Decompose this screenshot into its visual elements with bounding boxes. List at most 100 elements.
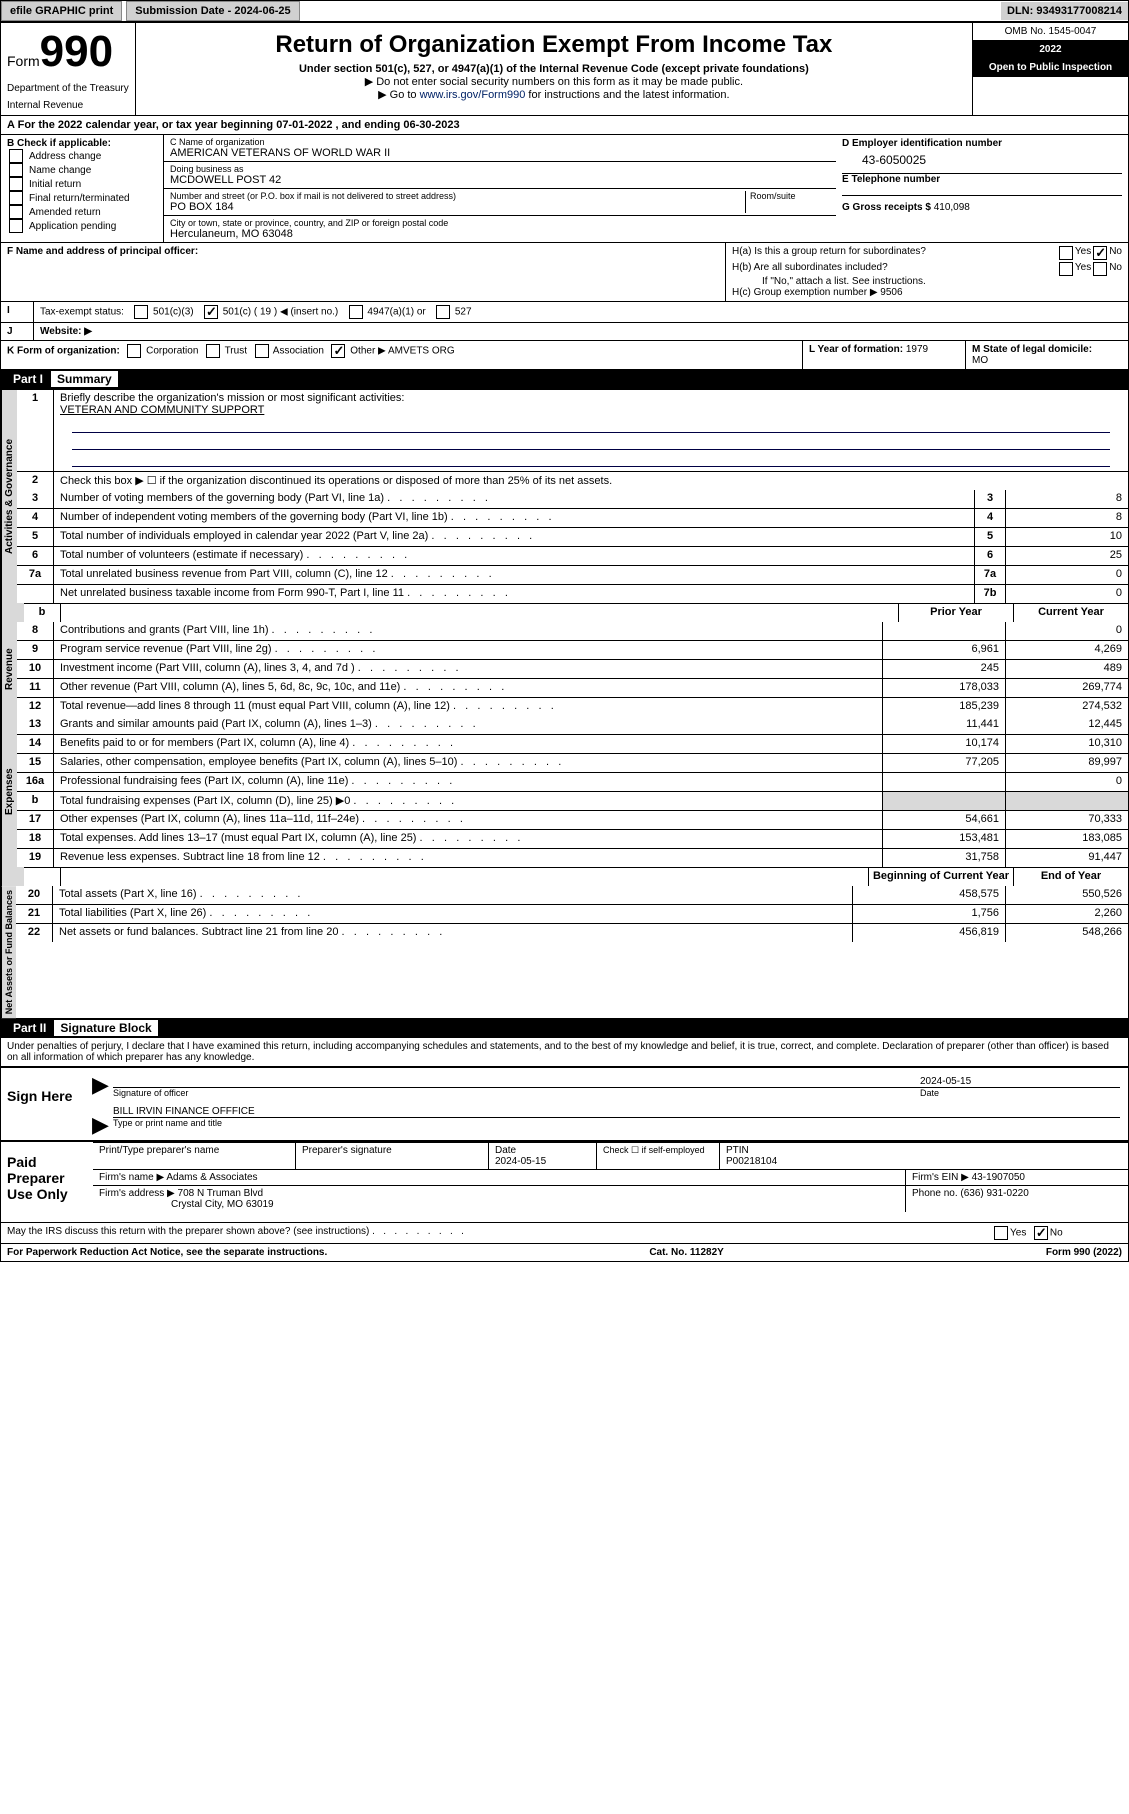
d-label: D Employer identification number xyxy=(842,138,1122,149)
discuss-yes[interactable] xyxy=(994,1226,1008,1240)
prior-val: 54,661 xyxy=(882,811,1005,829)
line-desc: Total number of volunteers (estimate if … xyxy=(54,547,974,565)
side-governance: Activities & Governance xyxy=(1,390,17,603)
line-val: 0 xyxy=(1005,585,1128,603)
self-employed[interactable]: Check ☐ if self-employed xyxy=(597,1143,720,1169)
f-principal-officer: F Name and address of principal officer: xyxy=(1,243,726,301)
cb-application-pending[interactable]: Application pending xyxy=(7,219,157,233)
curr-val: 550,526 xyxy=(1005,886,1128,904)
l-year-formation: L Year of formation: 1979 xyxy=(803,341,966,369)
line-desc: Total number of individuals employed in … xyxy=(54,528,974,546)
line-desc: Total unrelated business revenue from Pa… xyxy=(54,566,974,584)
c-name: C Name of organizationAMERICAN VETERANS … xyxy=(164,135,836,162)
line-desc: Total expenses. Add lines 13–17 (must eq… xyxy=(54,830,882,848)
efile-print-button[interactable]: efile GRAPHIC print xyxy=(1,1,122,21)
line-num xyxy=(17,585,54,603)
hb-note: If "No," attach a list. See instructions… xyxy=(732,276,1122,287)
cb-527[interactable] xyxy=(436,305,450,319)
cb-501c[interactable] xyxy=(204,305,218,319)
k-form-org: K Form of organization: Corporation Trus… xyxy=(1,341,803,369)
hb-yes[interactable] xyxy=(1059,262,1073,276)
cb-amended-return[interactable]: Amended return xyxy=(7,205,157,219)
curr-val: 0 xyxy=(1005,622,1128,640)
col-b-hdr: b xyxy=(24,604,61,622)
form-title: Return of Organization Exempt From Incom… xyxy=(144,31,964,59)
prior-val: 77,205 xyxy=(882,754,1005,772)
e-phone xyxy=(842,185,1122,195)
hb-label: H(b) Are all subordinates included? xyxy=(732,262,1057,276)
part1-governance: Activities & Governance 1Briefly describ… xyxy=(1,389,1128,603)
part1-header: Part ISummary xyxy=(1,369,1128,389)
declaration: Under penalties of perjury, I declare th… xyxy=(1,1038,1128,1066)
j-website: Website: ▶ xyxy=(34,323,1128,340)
line-desc: Total assets (Part X, line 16) xyxy=(53,886,852,904)
cb-4947[interactable] xyxy=(349,305,363,319)
prior-val: 185,239 xyxy=(882,698,1005,716)
topbar-spacer xyxy=(300,8,1001,14)
cb-initial-return[interactable]: Initial return xyxy=(7,177,157,191)
line-num: 3 xyxy=(17,490,54,508)
curr-val: 0 xyxy=(1005,773,1128,791)
cb-corp[interactable] xyxy=(127,344,141,358)
discuss-no[interactable] xyxy=(1034,1226,1048,1240)
curr-val: 2,260 xyxy=(1005,905,1128,923)
ha-no[interactable] xyxy=(1093,246,1107,260)
curr-val: 274,532 xyxy=(1005,698,1128,716)
form-year: 2022 xyxy=(973,41,1128,59)
line-num: 20 xyxy=(16,886,53,904)
prep-name-label: Print/Type preparer's name xyxy=(93,1143,296,1169)
part1-net-assets: Net Assets or Fund Balances 20Total asse… xyxy=(1,886,1128,1018)
line-num: 21 xyxy=(16,905,53,923)
subtitle-1: Under section 501(c), 527, or 4947(a)(1)… xyxy=(144,63,964,75)
side-revenue: Revenue xyxy=(1,622,17,716)
i-tax-exempt: Tax-exempt status: 501(c)(3) 501(c) ( 19… xyxy=(34,302,1128,322)
line-num: 6 xyxy=(17,547,54,565)
cb-other[interactable] xyxy=(331,344,345,358)
line-desc: Total revenue—add lines 8 through 11 (mu… xyxy=(54,698,882,716)
ha-label: H(a) Is this a group return for subordin… xyxy=(732,246,1057,260)
prior-val: 1,756 xyxy=(852,905,1005,923)
submission-date-field: Submission Date - 2024-06-25 xyxy=(126,1,299,21)
cb-trust[interactable] xyxy=(206,344,220,358)
cb-501c3[interactable] xyxy=(134,305,148,319)
e-label: E Telephone number xyxy=(842,174,1122,185)
sign-here-block: Sign Here ▶ 2024-05-15 Signature of offi… xyxy=(1,1066,1128,1140)
line-box: 5 xyxy=(974,528,1005,546)
cb-address-change[interactable]: Address change xyxy=(7,149,157,163)
part1-b-header: bPrior YearCurrent Year xyxy=(1,603,1128,622)
officer-name: BILL IRVIN FINANCE OFFFICE xyxy=(113,1106,255,1117)
line-num: 22 xyxy=(16,924,53,942)
line-num: 17 xyxy=(17,811,54,829)
line-num: 7a xyxy=(17,566,54,584)
sigoff-label: Signature of officer xyxy=(113,1088,920,1098)
cb-final-return[interactable]: Final return/terminated xyxy=(7,191,157,205)
line-num: 14 xyxy=(17,735,54,753)
line1-num: 1 xyxy=(17,390,54,471)
part1-expenses: Expenses 13Grants and similar amounts pa… xyxy=(1,716,1128,867)
row-k-l-m: K Form of organization: Corporation Trus… xyxy=(1,340,1128,369)
line-desc: Grants and similar amounts paid (Part IX… xyxy=(54,716,882,734)
line-box: 7b xyxy=(974,585,1005,603)
prior-val: 178,033 xyxy=(882,679,1005,697)
irs-link[interactable]: www.irs.gov/Form990 xyxy=(420,89,526,101)
firm-phone: Phone no. (636) 931-0220 xyxy=(906,1186,1128,1212)
firm-address: Firm's address ▶ 708 N Truman BlvdCrysta… xyxy=(93,1186,906,1212)
line-num: 16a xyxy=(17,773,54,791)
sign-fields: ▶ 2024-05-15 Signature of officerDate ▶ … xyxy=(93,1068,1128,1140)
cb-name-change[interactable]: Name change xyxy=(7,163,157,177)
dept-treasury: Department of the Treasury xyxy=(7,83,129,94)
prior-val: 31,758 xyxy=(882,849,1005,867)
hb-no[interactable] xyxy=(1093,262,1107,276)
side-net-assets: Net Assets or Fund Balances xyxy=(1,886,16,1018)
line-num: 11 xyxy=(17,679,54,697)
line-num: 9 xyxy=(17,641,54,659)
ha-yes[interactable] xyxy=(1059,246,1073,260)
cb-assoc[interactable] xyxy=(255,344,269,358)
curr-val: 548,266 xyxy=(1005,924,1128,942)
c-address: Number and street (or P.O. box if mail i… xyxy=(164,189,836,216)
prior-val: 6,961 xyxy=(882,641,1005,659)
col-c-name-address: C Name of organizationAMERICAN VETERANS … xyxy=(164,135,836,242)
section-f-h: F Name and address of principal officer:… xyxy=(1,242,1128,301)
d-ein: 43-6050025 xyxy=(842,149,1122,173)
paid-preparer-label: Paid Preparer Use Only xyxy=(1,1142,93,1222)
